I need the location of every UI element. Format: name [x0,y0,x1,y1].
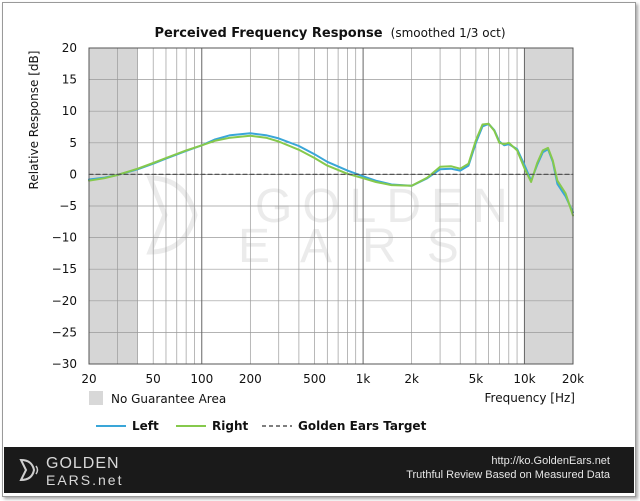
footer-url[interactable]: http://ko.GoldenEars.net [491,455,610,467]
no-guarantee-swatch [89,391,103,405]
chart-title-text: Perceived Frequency Response [154,26,382,41]
x-tick-label: 100 [190,372,213,386]
chart-subtitle: (smoothed 1/3 oct) [391,26,506,40]
y-tick-label: −15 [52,262,77,276]
y-tick-label: −10 [52,231,77,245]
chart-title: Perceived Frequency Response (smoothed 1… [154,26,505,41]
x-tick-label: 50 [146,372,161,386]
plot-border [88,47,574,365]
x-tick-label: 10k [513,372,535,386]
legend-label: Left [132,419,159,433]
x-tick-label: 20 [81,372,96,386]
golden-ears-watermark: GOLDEN EARS [146,175,518,273]
legend-label: Golden Ears Target [298,419,427,433]
y-tick-label: 20 [62,41,77,55]
x-tick-label: 1k [356,372,371,386]
y-axis-ticks: 20 15 10 5 0 −5 −10 −15 −20 −25 −30 [52,41,77,371]
footer-bar: GOLDEN EARS.net http://ko.GoldenEars.net… [4,447,634,493]
y-tick-label: −25 [52,325,77,339]
no-guarantee-label: No Guarantee Area [111,392,226,406]
series-line-right [88,122,574,217]
footer-brand-line1: GOLDEN [46,455,120,472]
x-tick-label: 200 [239,372,262,386]
x-tick-label: 500 [303,372,326,386]
y-tick-label: −30 [52,357,77,371]
footer-brand-line2: EARS.net [46,472,124,488]
golden-ears-logo-icon [19,458,39,482]
legend-label: Right [212,419,248,433]
svg-text:GOLDEN: GOLDEN [255,180,518,233]
y-tick-label: 15 [62,73,77,87]
y-tick-label: 0 [69,167,77,181]
x-tick-label: 20k [562,372,584,386]
y-tick-label: 10 [62,104,77,118]
y-axis-label: Relative Response [dB] [27,51,41,190]
x-axis-ticks: 20 50 100 200 500 1k 2k 5k 10k 20k [81,372,584,386]
x-tick-label: 2k [404,372,419,386]
series-lines [88,122,574,217]
y-tick-label: −5 [59,199,77,213]
y-tick-label: 5 [69,136,77,150]
y-tick-label: −20 [52,294,77,308]
svg-text:EARS: EARS [238,220,489,273]
legend: Left Right Golden Ears Target [96,419,427,433]
x-axis-label: Frequency [Hz] [485,391,576,405]
x-tick-label: 5k [469,372,484,386]
footer-tagline: Truthful Review Based on Measured Data [406,469,610,481]
